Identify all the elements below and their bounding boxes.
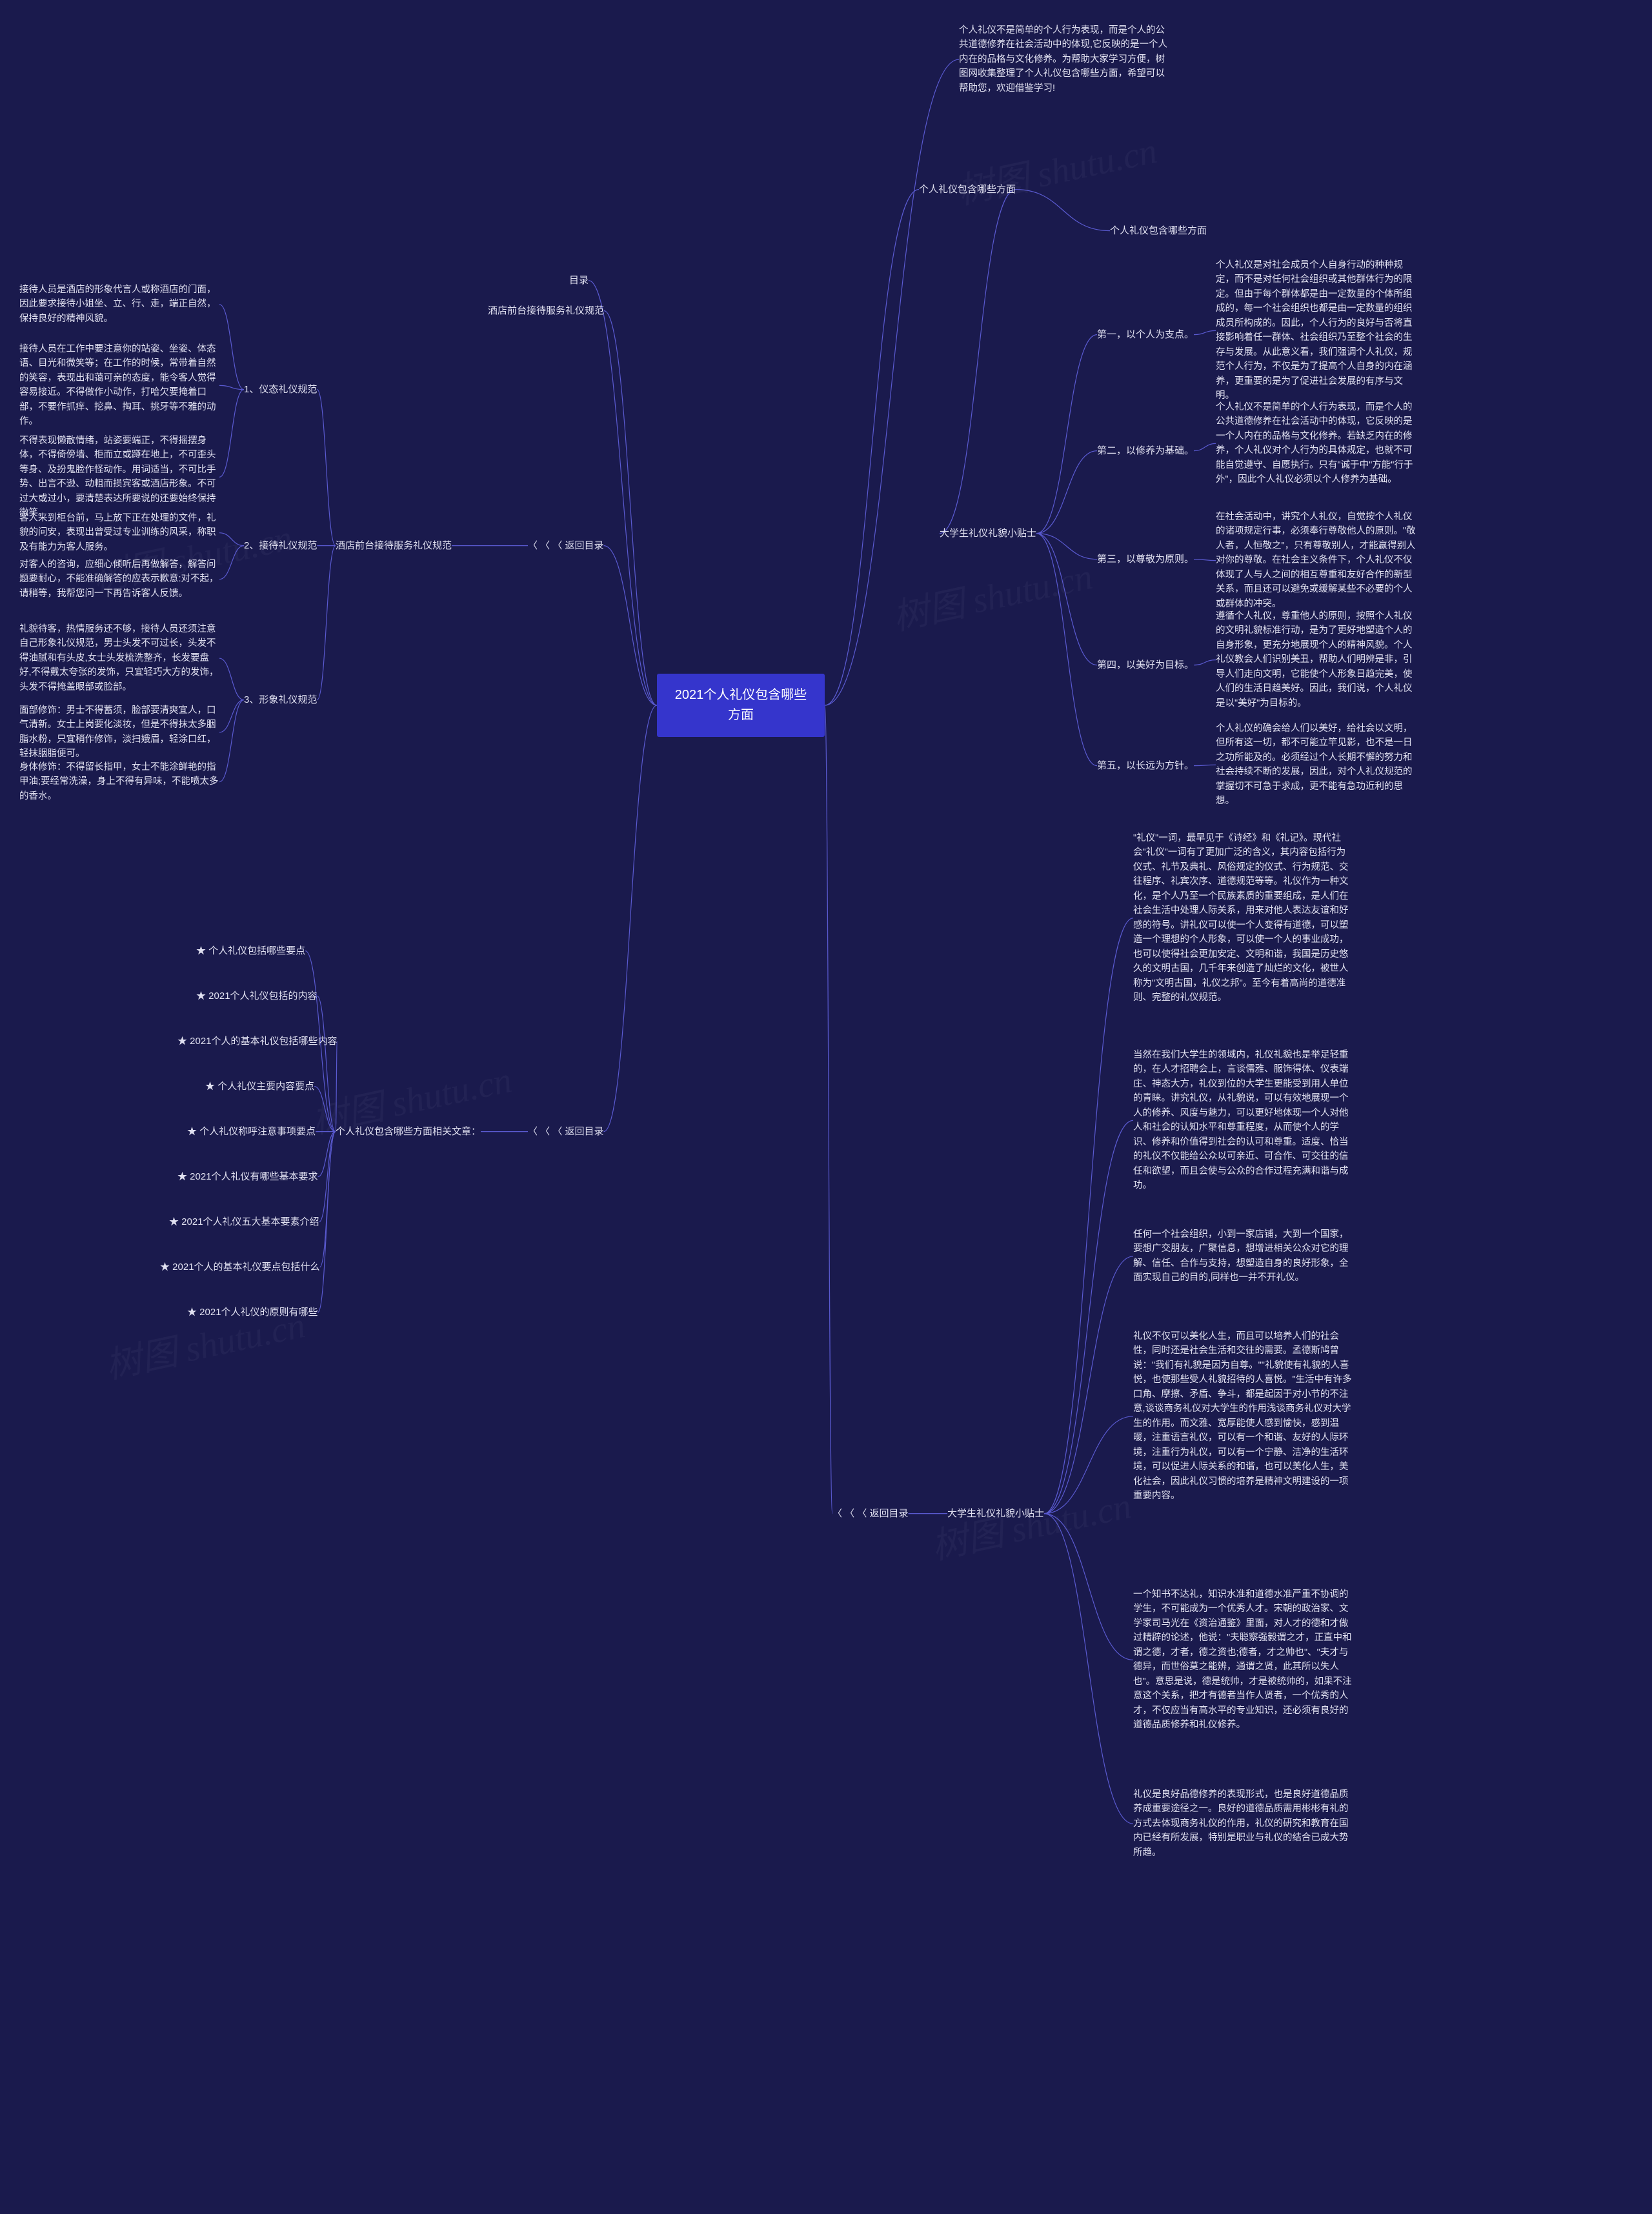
node-principle-1-text: 个人礼仪是对社会成员个人自身行动的种种规定，而不是对任何社会组织或其他群体行为的… [1216,258,1416,403]
node-aspects[interactable]: 个人礼仪包含哪些方面 [919,182,1016,197]
node-tip-6: 礼仪是良好品德修养的表现形式，也是良好道德品质养成重要途径之一。良好的道德品质需… [1133,1787,1353,1860]
node-rule-1a: 接待人员是酒店的形象代言人或称酒店的门面，因此要求接待小姐坐、立、行、走，端正自… [19,283,219,326]
watermark: 树图 shutu.cn [926,1476,1135,1570]
node-related-8[interactable]: ★ 2021个人的基本礼仪要点包括什么 [160,1260,320,1274]
node-tip-2: 当然在我们大学生的领域内，礼仪礼貌也是举足轻重的，在人才招聘会上，言谈儒雅、服饰… [1133,1048,1353,1193]
node-rule-3a: 礼貌待客，热情服务还不够，接待人员还须注意自己形象礼仪规范，男士头发不可过长，头… [19,622,219,694]
node-tips-title[interactable]: 大学生礼仪礼貌小贴士 [940,526,1036,541]
node-related-4[interactable]: ★ 个人礼仪主要内容要点 [205,1079,314,1094]
node-hotel-spec[interactable]: 酒店前台接待服务礼仪规范 [336,538,452,553]
watermark: 树图 shutu.cn [952,121,1161,215]
node-back-toc-1[interactable]: 〈 〈 〈 返回目录 [528,538,604,553]
node-related-7[interactable]: ★ 2021个人礼仪五大基本要素介绍 [169,1214,319,1229]
node-related-9[interactable]: ★ 2021个人礼仪的原则有哪些 [187,1305,318,1320]
node-tip-3: 任何一个社会组织，小到一家店铺，大到一个国家，要想广交朋友，广聚信息，想增进相关… [1133,1227,1353,1285]
root-node[interactable]: 2021个人礼仪包含哪些方面 [657,674,825,737]
node-rule-2[interactable]: 2、接待礼仪规范 [244,538,317,553]
node-principle-2[interactable]: 第二，以修养为基础。 [1097,443,1194,458]
node-related-3[interactable]: ★ 2021个人的基本礼仪包括哪些内容 [177,1034,337,1049]
node-intro: 个人礼仪不是简单的个人行为表现，而是个人的公共道德修养在社会活动中的体现,它反映… [959,23,1172,96]
watermark: 树图 shutu.cn [887,547,1096,641]
node-principle-5-text: 个人礼仪的确会给人们以美好，给社会以文明，但所有这一切，都不可能立竿见影，也不是… [1216,721,1416,809]
node-tip-4: 礼仪不仅可以美化人生，而且可以培养人们的社会性，同时还是社会生活和交往的需要。孟… [1133,1329,1353,1504]
node-tip-5: 一个知书不达礼，知识水准和道德水准严重不协调的学生，不可能成为一个优秀人才。宋朝… [1133,1587,1353,1733]
node-rule-3c: 身体修饰：不得留长指甲，女士不能涂鲜艳的指甲油;要经常洗澡，身上不得有异味，不能… [19,760,219,803]
node-principle-3[interactable]: 第三，以尊敬为原则。 [1097,552,1194,567]
node-principle-1[interactable]: 第一，以个人为支点。 [1097,327,1194,342]
node-rule-3[interactable]: 3、形象礼仪规范 [244,692,317,707]
node-related-1[interactable]: ★ 个人礼仪包括哪些要点 [196,943,305,958]
node-hotel-front[interactable]: 酒店前台接待服务礼仪规范 [488,303,604,318]
node-rule-2a: 客人来到柜台前，马上放下正在处理的文件，礼貌的问安，表现出曾受过专业训练的风采，… [19,511,219,554]
node-rule-1c: 不得表现懒散情绪，站姿要端正，不得摇摆身体，不得倚傍墙、柜而立或蹲在地上，不可歪… [19,434,219,521]
node-principle-4-text: 遵循个人礼仪，尊重他人的原则，按照个人礼仪的文明礼貌标准行动，是为了更好地塑造个… [1216,609,1416,710]
node-aspects-sub[interactable]: 个人礼仪包含哪些方面 [1110,223,1207,238]
node-toc[interactable]: 目录 [569,273,589,288]
node-principle-4[interactable]: 第四，以美好为目标。 [1097,658,1194,672]
node-back-toc-3[interactable]: 〈 〈 〈 返回目录 [832,1506,909,1521]
node-principle-2-text: 个人礼仪不是简单的个人行为表现，而是个人的公共道德修养在社会活动中的体现，它反映… [1216,400,1416,487]
node-related-5[interactable]: ★ 个人礼仪称呼注意事项要点 [187,1124,316,1139]
node-tips-title-2[interactable]: 大学生礼仪礼貌小贴士 [947,1506,1044,1521]
node-related-2[interactable]: ★ 2021个人礼仪包括的内容 [196,989,317,1003]
node-tip-1: "礼仪"一词，最早见于《诗经》和《礼记》。现代社会"礼仪"一词有了更加广泛的含义… [1133,831,1353,1005]
node-rule-1[interactable]: 1、仪态礼仪规范 [244,382,317,397]
node-rule-2b: 对客人的咨询，应细心倾听后再做解答，解答问题要耐心，不能准确解答的应表示歉意:对… [19,558,219,601]
node-related-6[interactable]: ★ 2021个人礼仪有哪些基本要求 [177,1169,318,1184]
node-rule-1b: 接待人员在工作中要注意你的站姿、坐姿、体态语、目光和微笑等；在工作的时候，常带着… [19,342,219,429]
node-principle-3-text: 在社会活动中，讲究个人礼仪，自觉按个人礼仪的诸项规定行事，必须奉行尊敬他人的原则… [1216,510,1416,611]
node-principle-5[interactable]: 第五，以长远为方针。 [1097,758,1194,773]
node-related-heading[interactable]: 个人礼仪包含哪些方面相关文章： [336,1124,481,1139]
node-rule-3b: 面部修饰：男士不得蓄须，脸部要清爽宜人，口气清新。女士上岗要化淡妆，但是不得抹太… [19,703,219,761]
node-back-toc-2[interactable]: 〈 〈 〈 返回目录 [528,1124,604,1139]
